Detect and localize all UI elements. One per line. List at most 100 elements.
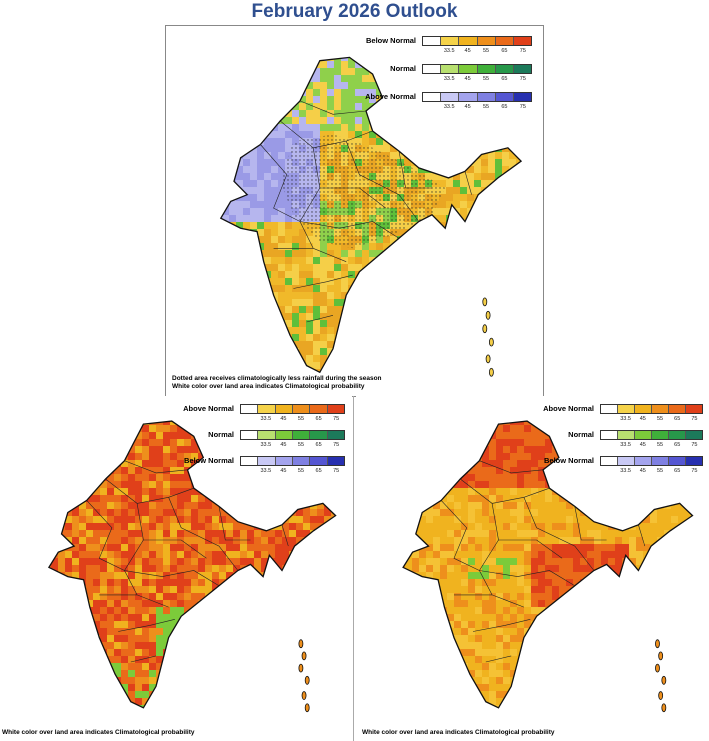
grid-cell [261, 509, 268, 516]
grid-cell [149, 481, 156, 488]
grid-cell [376, 313, 383, 320]
grid-cell [220, 236, 222, 243]
grid-cell [285, 61, 292, 68]
grid-cell [254, 579, 261, 586]
grid-cell [426, 488, 433, 495]
grid-cell [278, 229, 285, 236]
grid-cell [531, 432, 538, 439]
grid-cell [79, 719, 86, 726]
grid-cell [348, 75, 355, 82]
grid-cell [317, 488, 324, 495]
grid-cell [135, 446, 142, 453]
grid-cell [243, 320, 250, 327]
grid-cell [48, 691, 51, 698]
grid-cell [313, 341, 320, 348]
grid-cell [446, 131, 453, 138]
grid-cell [282, 684, 289, 691]
grid-cell [37, 453, 44, 460]
grid-cell [250, 355, 257, 362]
grid-cell [65, 586, 72, 593]
legend-swatch [494, 93, 513, 101]
grid-cell [509, 334, 516, 341]
grid-cell [419, 446, 426, 453]
grid-cell [201, 285, 208, 292]
grid-cell [412, 467, 419, 474]
grid-cell [247, 656, 254, 663]
grid-cell [348, 110, 355, 117]
grid-cell [453, 166, 460, 173]
grid-cell [240, 579, 247, 586]
grid-cell [254, 551, 261, 558]
grid-cell [510, 481, 517, 488]
grid-cell [222, 103, 229, 110]
grid-cell [229, 299, 236, 306]
legend-swatch [512, 37, 532, 45]
grid-cell [240, 649, 247, 656]
grid-cell [446, 383, 453, 390]
grid-cell [268, 586, 275, 593]
grid-cell [317, 572, 324, 579]
grid-cell [320, 257, 327, 264]
grid-cell [100, 530, 107, 537]
grid-cell [440, 439, 447, 446]
grid-cell [86, 523, 93, 530]
grid-cell [530, 320, 537, 327]
grid-cell [65, 600, 72, 607]
rainfall-outlook-panel: Below Normal 33.5 45 55 65 75 Normal 33.5 45 5… [165, 25, 544, 397]
grid-cell [149, 432, 156, 439]
grid-cell [107, 481, 114, 488]
grid-cell [198, 425, 205, 432]
grid-cell [310, 698, 317, 705]
grid-cell [285, 138, 292, 145]
grid-cell [488, 229, 495, 236]
grid-cell [636, 495, 643, 502]
grid-cell [275, 621, 282, 628]
grid-cell [397, 250, 404, 257]
grid-cell [198, 421, 205, 425]
grid-cell [201, 75, 208, 82]
grid-cell [128, 628, 135, 635]
grid-cell [495, 243, 502, 250]
grid-cell [261, 705, 268, 708]
grid-cell [292, 243, 299, 250]
grid-cell [149, 614, 156, 621]
grid-cell [222, 250, 229, 257]
grid-cell [149, 425, 156, 432]
grid-cell [135, 467, 142, 474]
grid-cell [128, 600, 135, 607]
grid-cell [460, 236, 467, 243]
grid-cell [149, 467, 156, 474]
grid-cell [257, 173, 264, 180]
grid-cell [334, 82, 341, 89]
grid-cell [135, 488, 142, 495]
grid-cell [341, 124, 348, 131]
grid-cell [299, 124, 306, 131]
grid-cell [317, 481, 324, 488]
grid-cell [254, 586, 261, 593]
grid-cell [317, 684, 324, 691]
grid-cell [474, 145, 481, 152]
grid-cell [530, 362, 537, 369]
grid-cell [86, 712, 93, 719]
grid-cell [212, 572, 219, 579]
grid-cell [446, 145, 453, 152]
grid-cell [552, 432, 559, 439]
grid-cell [271, 341, 278, 348]
grid-cell [79, 663, 86, 670]
grid-cell [495, 124, 502, 131]
grid-cell [229, 362, 236, 369]
grid-cell [107, 705, 114, 708]
grid-cell [107, 614, 114, 621]
grid-cell [149, 628, 156, 635]
grid-cell [404, 117, 411, 124]
legend-tick: 33.5 [260, 468, 272, 474]
grid-cell [240, 719, 247, 726]
grid-cell [177, 712, 184, 719]
grid-cell [72, 719, 79, 726]
grid-cell [48, 579, 51, 586]
grid-cell [502, 264, 509, 271]
grid-cell [177, 460, 184, 467]
grid-cell [142, 502, 149, 509]
grid-cell [460, 222, 467, 229]
grid-cell [220, 159, 222, 166]
